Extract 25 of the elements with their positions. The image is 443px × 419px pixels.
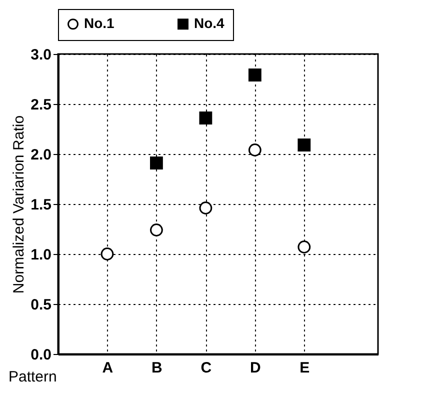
y-tick-label: 0.5: [30, 296, 52, 314]
x-tick-label: E: [300, 360, 310, 376]
point: [199, 112, 212, 124]
y-axis-title: Normalized Variarion Ratio: [10, 115, 28, 294]
point: [298, 138, 311, 152]
point: [298, 240, 311, 254]
y-tick-label: 2.0: [30, 146, 52, 164]
point: [100, 248, 114, 260]
x-tick-label: B: [152, 360, 163, 376]
y-tick-label: 2.5: [30, 96, 52, 114]
x-axis-title: Pattern: [8, 368, 57, 386]
point: [199, 202, 212, 214]
x-tick-label: C: [200, 360, 212, 376]
point: [150, 156, 163, 170]
y-tick-label: 0.0: [30, 346, 52, 364]
legend-label: No.4: [194, 15, 225, 32]
point: [248, 144, 262, 156]
y-tick-label: 1.0: [30, 246, 52, 264]
point: [150, 224, 163, 236]
x-tick-label: D: [250, 360, 261, 376]
y-tick-label: 1.5: [30, 196, 52, 214]
x-tick-label: A: [102, 360, 114, 376]
legend-label: No.1: [84, 15, 115, 32]
y-tick-label: 3.0: [30, 46, 52, 64]
point: [248, 68, 262, 82]
